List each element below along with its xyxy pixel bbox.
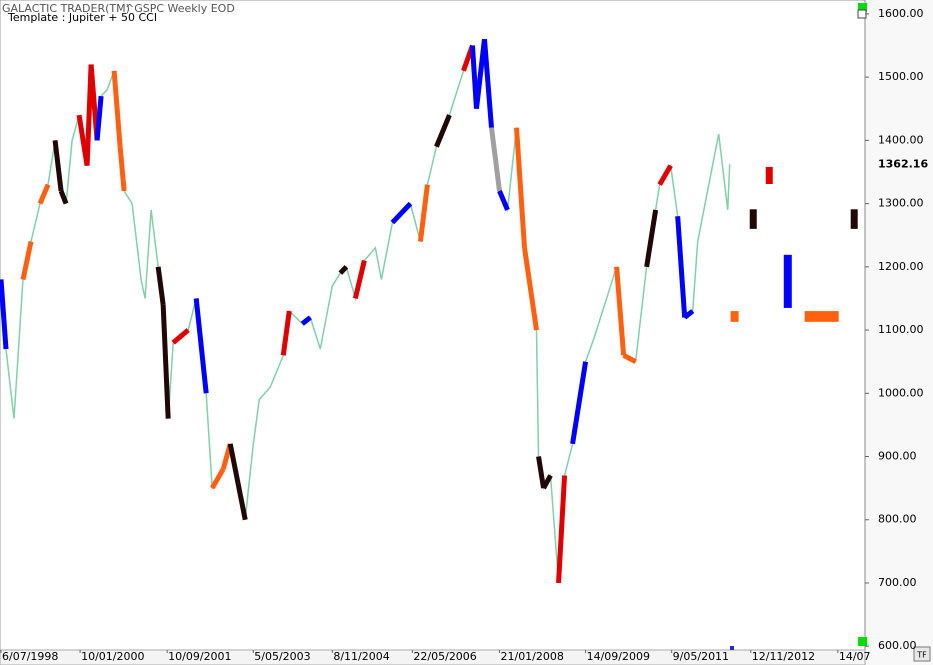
price-segment xyxy=(0,279,9,350)
price-segment xyxy=(497,189,510,211)
price-segment xyxy=(644,209,659,268)
price-segment xyxy=(280,310,292,356)
x-tick-label: 14/09/2009 xyxy=(587,650,650,663)
forecast-box xyxy=(804,311,839,322)
price-segment xyxy=(622,353,637,364)
y-tick-label: 1300.00 xyxy=(878,197,924,210)
plot xyxy=(0,38,858,584)
price-segment xyxy=(434,114,452,148)
last-price: 1362.16 xyxy=(878,157,928,170)
price-segment xyxy=(117,146,127,192)
price-segment xyxy=(390,201,413,225)
price-segment xyxy=(514,127,528,249)
forecast-box xyxy=(749,209,757,229)
price-segment xyxy=(193,298,209,394)
symbol: ^GSPC Weekly EOD xyxy=(125,2,235,15)
tf-label[interactable]: TF xyxy=(916,651,927,660)
price-segment xyxy=(210,467,226,490)
price-segment xyxy=(160,304,171,419)
x-tick-label: 21/01/2008 xyxy=(500,650,563,663)
price-segment xyxy=(171,328,190,345)
y-tick-label: 1200.00 xyxy=(878,260,924,273)
price-segment xyxy=(522,247,540,331)
x-tick-label: 22/05/2006 xyxy=(413,650,476,663)
price-segment xyxy=(570,361,589,445)
y-tick-label: 1500.00 xyxy=(878,70,924,83)
y-axis-panel xyxy=(865,0,933,665)
x-tick-label: 5/05/2003 xyxy=(254,650,310,663)
indicator[interactable] xyxy=(858,637,867,646)
forecast-box xyxy=(783,254,792,308)
forecast-box xyxy=(730,311,739,322)
price-segment xyxy=(37,183,51,205)
x-tick-label: 12/11/2012 xyxy=(752,650,815,663)
y-tick-label: 1100.00 xyxy=(878,323,924,336)
y-tick-label: 600.00 xyxy=(878,639,917,652)
price-segment xyxy=(155,266,166,306)
price-segment xyxy=(300,315,312,326)
tf-button[interactable] xyxy=(913,646,931,662)
price-segment xyxy=(536,456,547,489)
x-tick-label: 10/01/2000 xyxy=(81,650,144,663)
y-tick-label: 700.00 xyxy=(878,576,917,589)
y-tick-label: 900.00 xyxy=(878,450,917,463)
x-tick-label: 8/11/2004 xyxy=(333,650,389,663)
price-segment xyxy=(657,164,673,186)
template: Template : Jupiter + 50 CCI xyxy=(7,11,157,24)
price-segment xyxy=(541,474,553,490)
forecast-box xyxy=(850,209,858,229)
plot-area xyxy=(0,0,866,651)
price-segment xyxy=(614,266,627,356)
marker xyxy=(730,646,734,650)
x-tick-label: 10/09/2001 xyxy=(168,650,231,663)
price-segment xyxy=(52,140,64,192)
price-segment xyxy=(58,190,69,205)
price-segment xyxy=(338,265,349,275)
price-segment xyxy=(111,70,123,147)
price-segment xyxy=(556,475,568,584)
x-axis-panel xyxy=(0,649,866,665)
price-segment xyxy=(675,216,688,318)
forecast-box xyxy=(765,166,773,184)
price-segment xyxy=(94,95,104,141)
price-segment xyxy=(227,443,248,521)
y-tick-label: 800.00 xyxy=(878,513,917,526)
price-segment xyxy=(417,184,430,242)
window-button[interactable] xyxy=(857,9,867,19)
x-tick-label: 6/07/1998 xyxy=(2,650,58,663)
x-tick-label: 14/07 xyxy=(839,650,871,663)
indicator[interactable] xyxy=(858,3,867,12)
app-title: GALACTIC TRADER(TM) xyxy=(2,2,130,15)
price-segment xyxy=(489,127,502,192)
price-segment xyxy=(20,241,34,280)
y-tick-label: 1400.00 xyxy=(878,133,924,146)
y-tick-label: 1600.00 xyxy=(878,7,924,20)
price-segment xyxy=(352,259,367,300)
price-segment xyxy=(683,309,695,320)
x-tick-label: 9/05/2011 xyxy=(673,650,729,663)
price-segment xyxy=(481,39,494,128)
y-tick-label: 1000.00 xyxy=(878,386,924,399)
